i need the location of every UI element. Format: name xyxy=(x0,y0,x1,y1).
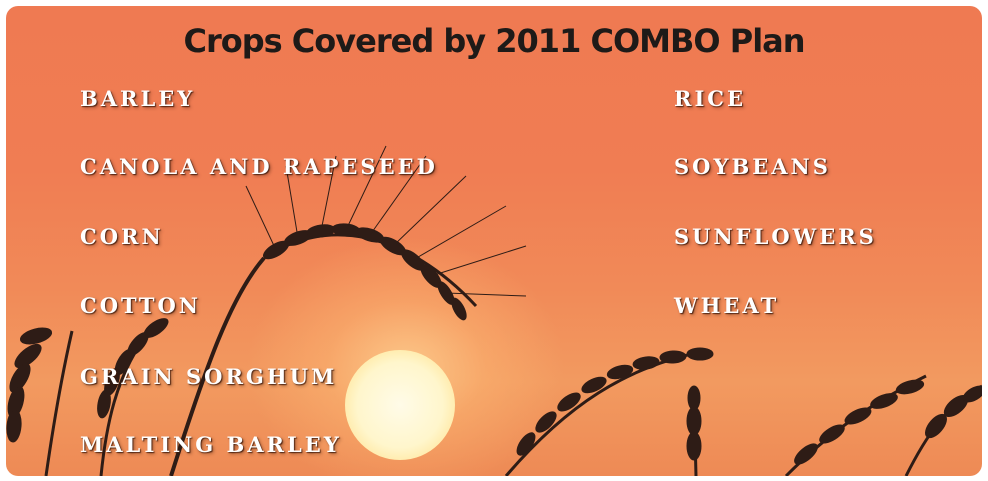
crop-sunflowers: SUNFLOWERS xyxy=(674,224,877,249)
crop-soybeans: SOYBEANS xyxy=(674,154,831,179)
crop-malting-barley: MALTING BARLEY xyxy=(80,432,342,457)
setting-sun xyxy=(345,350,455,460)
crop-barley: BARLEY xyxy=(80,86,196,111)
crops-panel: Crops Covered by 2011 COMBO Plan BARLEY … xyxy=(6,6,982,476)
wheat-silhouette-image xyxy=(6,145,982,476)
crop-canola-and-rapeseed: CANOLA AND RAPESEED xyxy=(80,154,438,179)
crop-rice: RICE xyxy=(674,86,746,111)
crop-wheat: WHEAT xyxy=(674,293,780,318)
crop-corn: CORN xyxy=(80,224,164,249)
crop-cotton: COTTON xyxy=(80,293,202,318)
crop-grain-sorghum: GRAIN SORGHUM xyxy=(80,364,338,389)
page-title: Crops Covered by 2011 COMBO Plan xyxy=(183,22,805,60)
